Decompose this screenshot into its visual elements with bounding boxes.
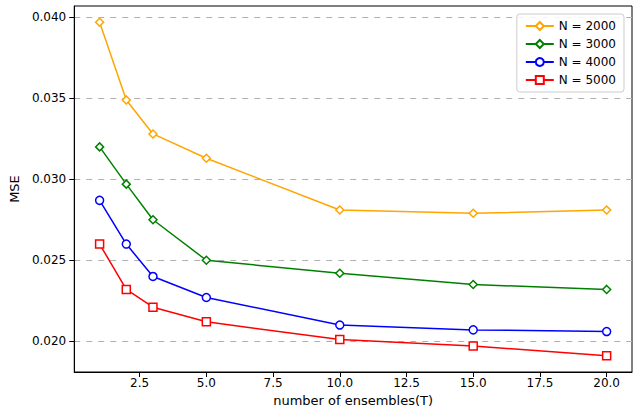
svg-text:15.0: 15.0 — [460, 376, 487, 390]
svg-text:20.0: 20.0 — [593, 376, 620, 390]
svg-text:0.030: 0.030 — [32, 172, 66, 186]
svg-text:0.035: 0.035 — [32, 91, 66, 105]
svg-text:12.5: 12.5 — [393, 376, 420, 390]
svg-text:10.0: 10.0 — [326, 376, 353, 390]
svg-text:N = 3000: N = 3000 — [559, 37, 616, 51]
svg-text:5.0: 5.0 — [197, 376, 216, 390]
svg-text:2.5: 2.5 — [130, 376, 149, 390]
svg-text:0.025: 0.025 — [32, 253, 66, 267]
svg-text:N = 5000: N = 5000 — [559, 73, 616, 87]
svg-text:number of ensembles(T): number of ensembles(T) — [273, 393, 433, 408]
svg-text:7.5: 7.5 — [264, 376, 283, 390]
svg-text:17.5: 17.5 — [527, 376, 554, 390]
svg-text:N = 2000: N = 2000 — [559, 19, 616, 33]
svg-text:MSE: MSE — [7, 175, 22, 203]
svg-text:0.020: 0.020 — [32, 334, 66, 348]
svg-text:N = 4000: N = 4000 — [559, 55, 616, 69]
svg-text:0.040: 0.040 — [32, 10, 66, 24]
